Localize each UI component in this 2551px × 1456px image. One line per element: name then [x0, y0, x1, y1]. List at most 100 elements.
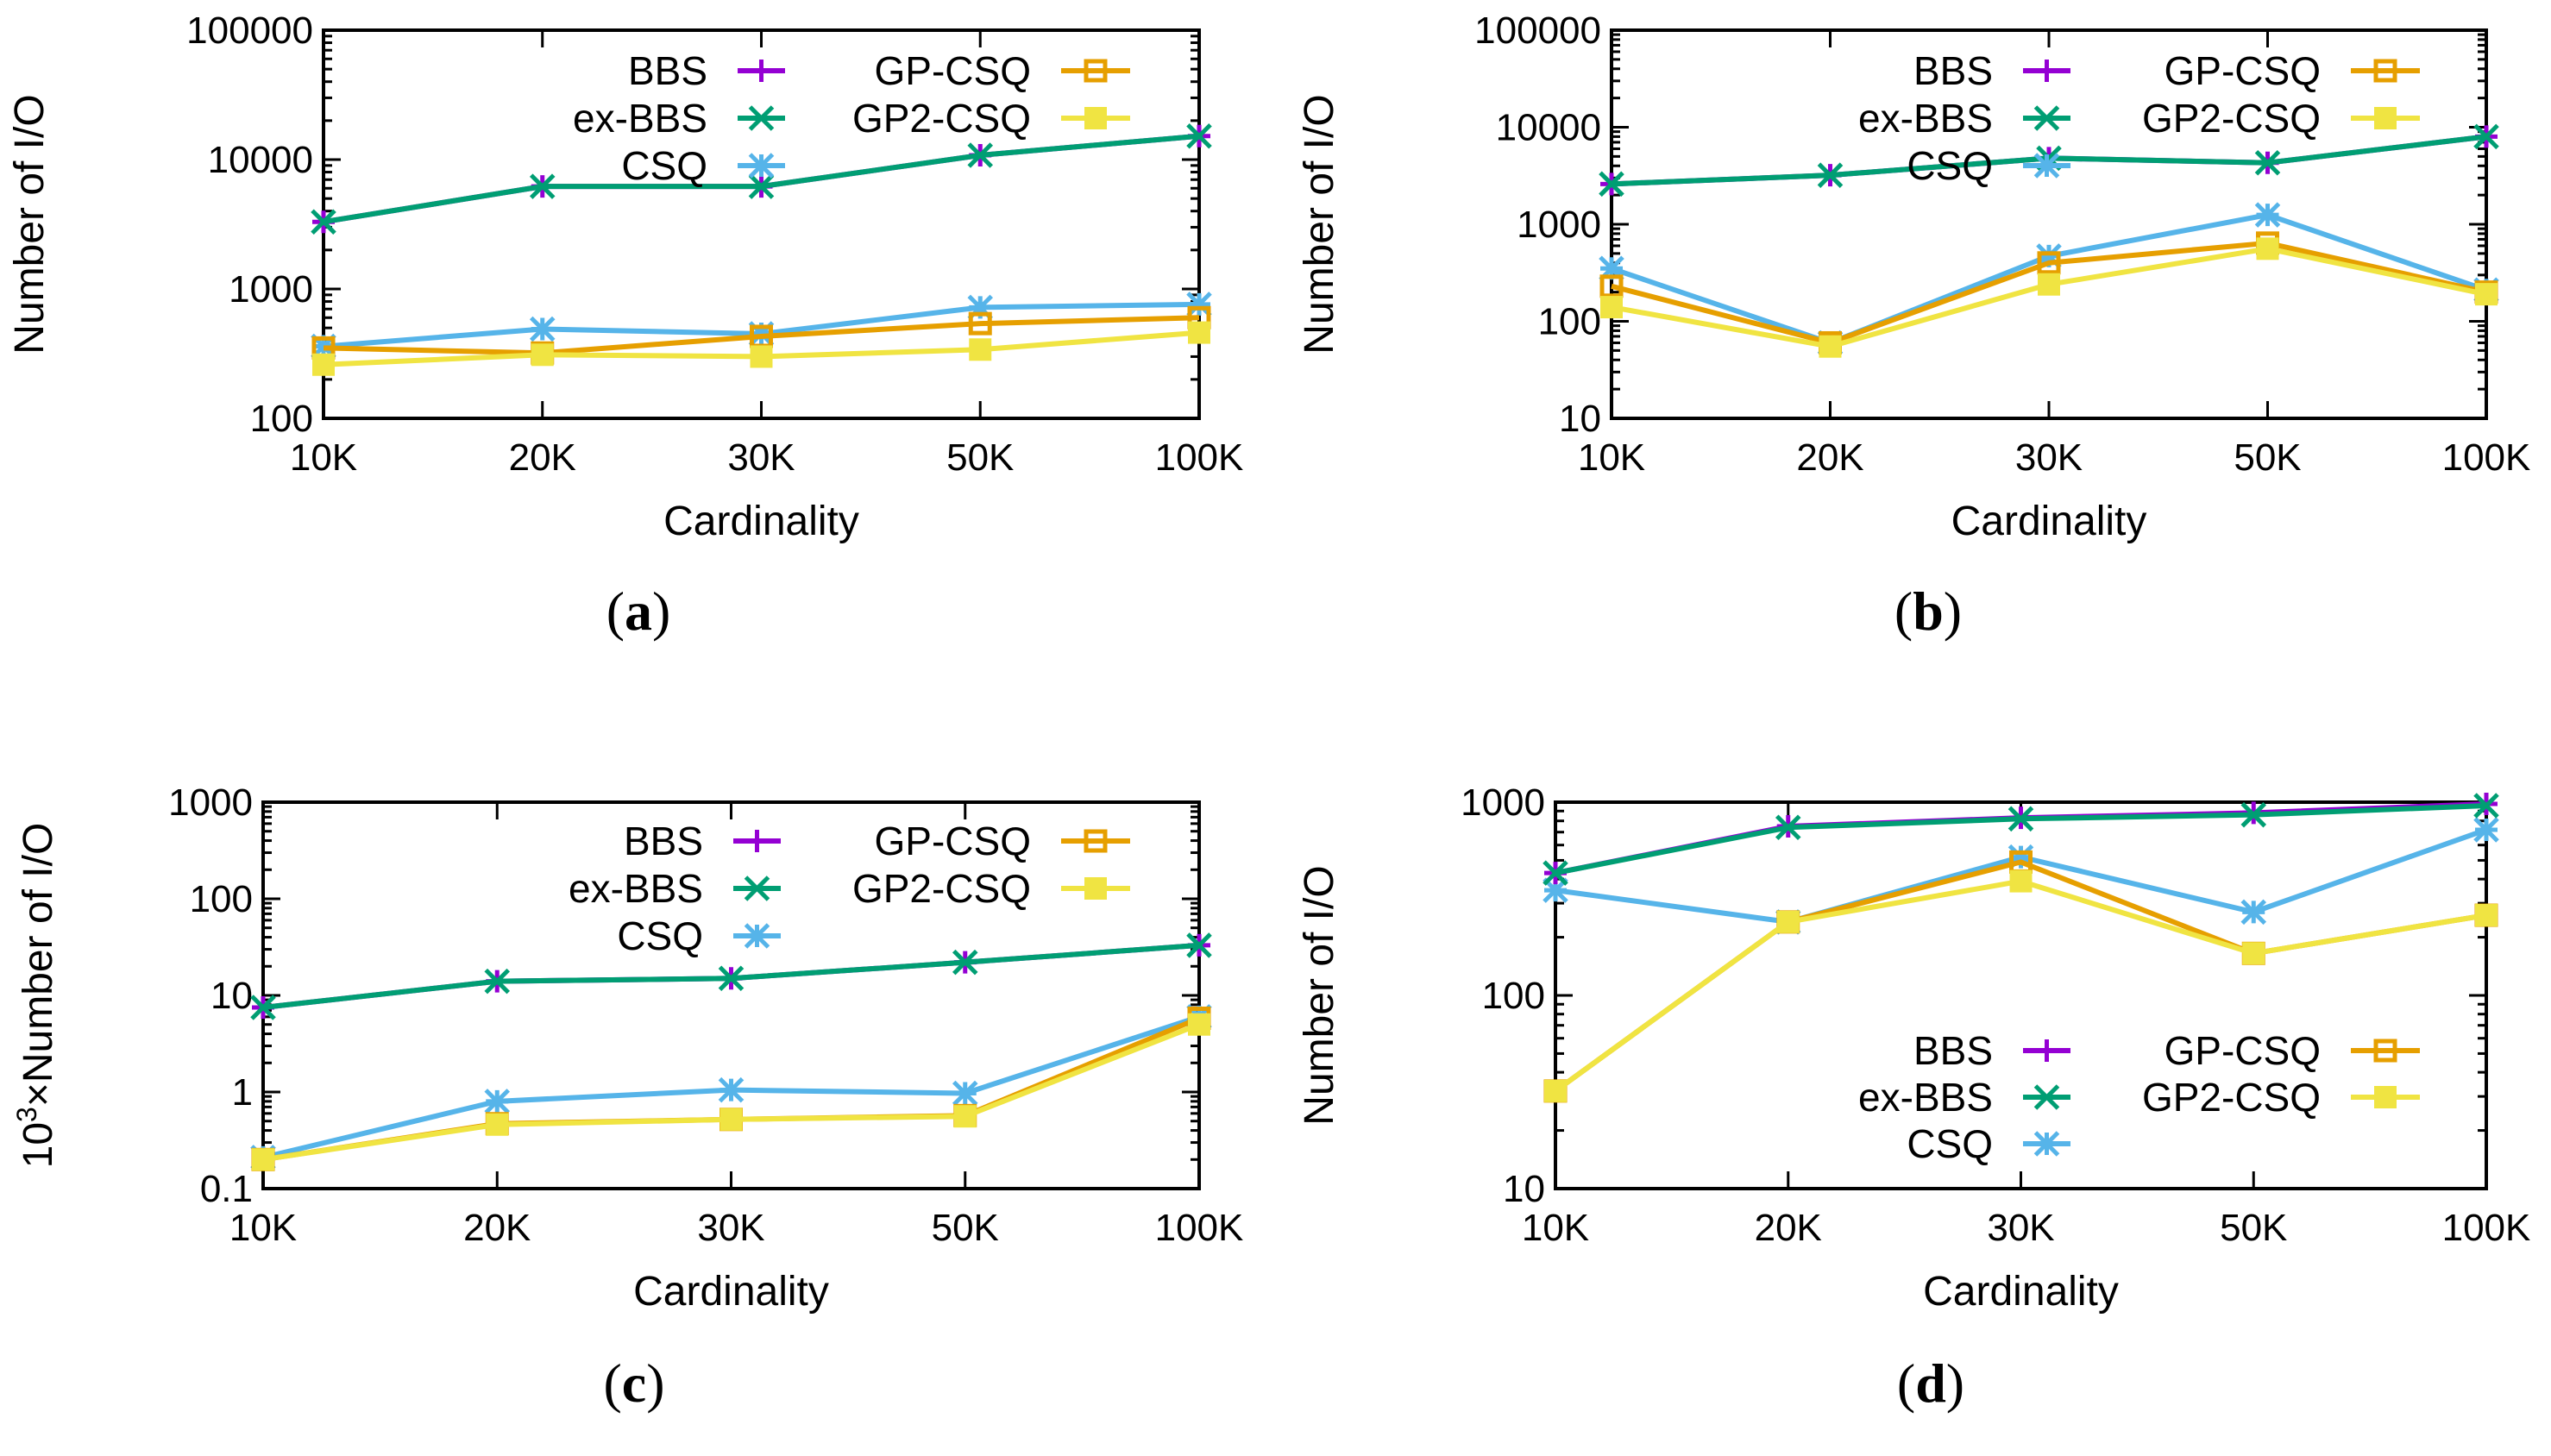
series-line-gp-csq	[1554, 859, 2487, 1094]
legend-marker	[1084, 877, 1107, 900]
legend-marker	[2373, 1039, 2397, 1063]
legend-label: GP2-CSQ	[2142, 1075, 2321, 1120]
legend-item-gp-csq: GP-CSQ	[2165, 1028, 2420, 1073]
legend-label: GP2-CSQ	[2142, 96, 2321, 141]
x-tick-label: 10K	[1578, 436, 1645, 479]
data-point-ex-bbs	[1599, 171, 1624, 198]
data-point-gp2-csq	[312, 353, 335, 376]
x-tick-label: 50K	[2234, 436, 2301, 479]
legend-marker	[2033, 153, 2060, 179]
x-axis-label: Cardinality	[1951, 499, 2147, 544]
panel-caption: (c)	[603, 1352, 664, 1414]
x-tick-label: 20K	[509, 436, 576, 479]
data-point-gp-csq	[968, 311, 992, 336]
series-gp2-csq	[1600, 237, 2498, 358]
data-point-ex-bbs	[2254, 149, 2281, 176]
data-point-gp2-csq	[2009, 869, 2033, 893]
y-tick-label: 1000	[1461, 781, 1545, 824]
legend-marker	[1084, 829, 1108, 853]
y-tick-label: 1	[232, 1071, 253, 1114]
data-point-ex-bbs	[952, 949, 978, 976]
data-point-gp2-csq	[1600, 296, 1623, 319]
data-point-gp2-csq	[2475, 283, 2498, 306]
data-point-csq	[2007, 844, 2034, 870]
x-tick-label: 20K	[1755, 1207, 1822, 1249]
y-tick-label: 10	[210, 975, 253, 1017]
data-point-csq	[1186, 292, 1212, 317]
legend-label: GP-CSQ	[875, 819, 1031, 863]
x-tick-label: 100K	[2442, 436, 2531, 479]
caption-part: c	[622, 1352, 646, 1414]
legend-label: CSQ	[1907, 1121, 1993, 1166]
legend-marker	[748, 105, 775, 131]
legend-label: ex-BBS	[573, 96, 707, 141]
legend-item-bbs: BBS	[624, 819, 781, 863]
data-point-csq	[484, 1089, 511, 1114]
legend-label: ex-BBS	[1858, 1075, 1993, 1120]
data-point-csq	[2240, 899, 2267, 926]
x-tick-label: 100K	[1155, 436, 1244, 479]
y-axis-label-exponent: 3	[11, 1107, 42, 1122]
series-ex-bbs	[250, 932, 1212, 1020]
data-point-ex-bbs	[529, 173, 556, 199]
chart-panel-1: 100 1000 10000 100000 10K 20K 30K 50K 100K Cardin…	[7, 9, 1243, 544]
data-point-ex-bbs	[967, 142, 994, 168]
data-point-csq	[2254, 202, 2281, 228]
y-tick-label: 1000	[229, 268, 313, 311]
caption-part: )	[646, 1352, 664, 1414]
series-csq	[250, 1004, 1212, 1170]
panel-caption: (a)	[606, 581, 671, 642]
y-axis-label: Number of I/O	[7, 94, 53, 354]
x-axis-label: Cardinality	[1923, 1269, 2119, 1315]
legend-label: CSQ	[617, 913, 703, 958]
x-axis-label: Cardinality	[633, 1269, 829, 1315]
data-point-gp2-csq	[953, 1105, 977, 1128]
legend-item-ex-bbs: ex-BBS	[1858, 96, 2070, 141]
data-point-ex-bbs	[1186, 122, 1212, 149]
y-tick-label: 100	[1538, 301, 1601, 343]
y-axis-label: Number of I/O	[1297, 94, 1342, 354]
series-line-gp-csq	[323, 315, 1200, 356]
x-tick-label: 10K	[290, 436, 357, 479]
legend-marker	[745, 830, 769, 852]
caption-part: d	[1915, 1352, 1946, 1414]
legend-label: CSQ	[1907, 143, 1993, 188]
x-tick-label: 100K	[1155, 1207, 1244, 1249]
y-tick-label: 10	[1559, 398, 1601, 440]
y-axis-label-base: 10	[16, 1122, 61, 1168]
chart-panel-4: 10 100 1000 10K 20K 30K 50K 100K Cardinality Numb…	[1297, 781, 2530, 1315]
y-tick-label: 1000	[168, 781, 253, 824]
legend-item-gp2-csq: GP2-CSQ	[852, 96, 1130, 141]
data-point-gp2-csq	[1544, 1079, 1567, 1102]
y-tick-label: 100000	[186, 9, 313, 52]
data-point-ex-bbs	[1817, 162, 1844, 188]
series-line-gp-csq	[1611, 240, 2487, 346]
data-point-ex-bbs	[311, 209, 336, 235]
legend-marker	[2373, 59, 2397, 83]
y-tick-label: 10	[1503, 1168, 1545, 1210]
data-point-ex-bbs	[2473, 793, 2499, 819]
data-point-ex-bbs	[2007, 806, 2034, 832]
legend-label: BBS	[1913, 1028, 1993, 1073]
legend-label: ex-BBS	[1858, 96, 1993, 141]
data-point-ex-bbs	[484, 968, 511, 995]
legend-item-bbs: BBS	[1913, 48, 2070, 93]
x-tick-label: 20K	[1796, 436, 1863, 479]
data-point-csq	[952, 1080, 978, 1107]
x-tick-label: 30K	[2015, 436, 2083, 479]
series-gp2-csq	[252, 1013, 1210, 1171]
data-point-gp2-csq	[1819, 335, 1842, 358]
data-point-ex-bbs	[1543, 860, 1568, 886]
y-tick-label: 0.1	[200, 1168, 253, 1210]
legend-marker	[2033, 1084, 2060, 1110]
legend-label: BBS	[624, 819, 703, 863]
legend-label: GP-CSQ	[2165, 1028, 2321, 1073]
data-point-csq	[967, 294, 994, 321]
y-axis-label: Number of I/O	[1297, 865, 1342, 1125]
data-point-csq	[1599, 255, 1624, 282]
data-point-ex-bbs	[2240, 801, 2267, 828]
y-axis-label-text: ×Number of I/O	[16, 823, 61, 1107]
legend-marker	[748, 153, 775, 179]
